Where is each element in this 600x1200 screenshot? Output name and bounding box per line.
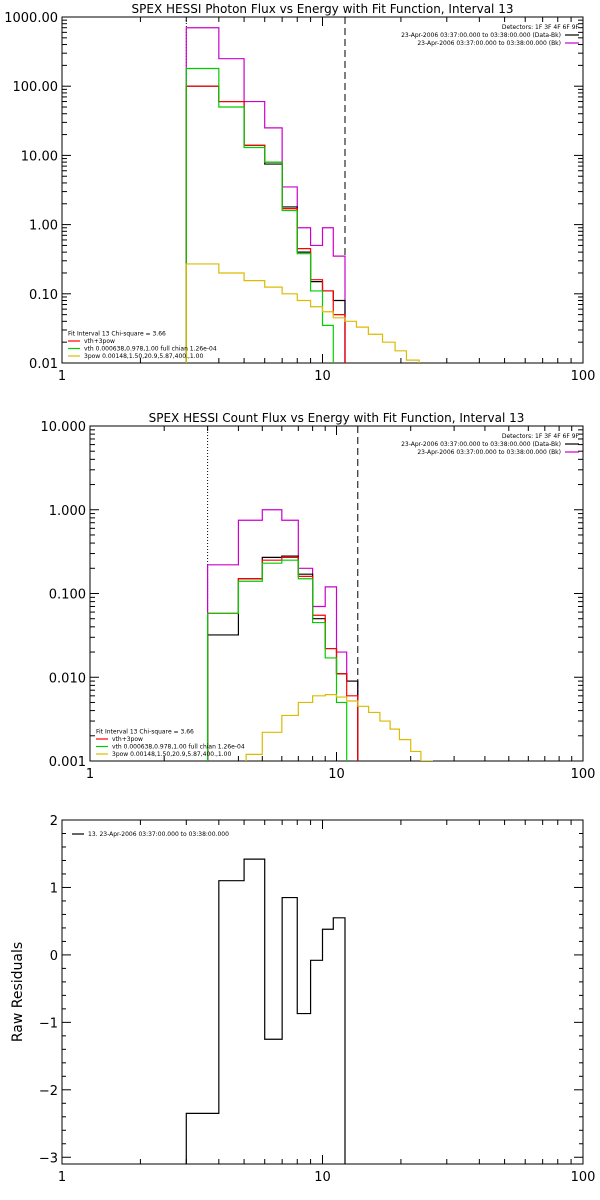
plot-area (185, 858, 346, 1164)
y-tick-label: 1000.00 (4, 11, 58, 26)
legend-entry: 23-Apr-2006 03:37:00.000 to 03:38:00.000… (417, 449, 561, 456)
x-tick-label: 10 (314, 369, 331, 384)
x-tick-label: 1 (58, 1170, 66, 1185)
series-line-5 (185, 263, 420, 363)
chart-title: SPEX HESSI Photon Flux vs Energy with Fi… (132, 2, 514, 16)
x-tick-label: 10 (314, 1170, 331, 1185)
y-axis-label: Raw Residuals (10, 942, 26, 1042)
chart-panel-3: 1 10 100 −3 −2 −1 0 1 2 Raw Residuals 13. 23-Apr-2… (10, 814, 595, 1185)
y-tick-label: 0.10 (29, 288, 58, 303)
y-tick-label: 1.000 (49, 504, 86, 519)
legend-header: Detectors: 1F 3F 4F 6F 9F (502, 24, 580, 31)
chart-panel-2: SPEX HESSI Count Flux vs Energy with Fit… (41, 411, 596, 782)
series-line-3 (207, 556, 359, 761)
legend-top: 13. 23-Apr-2006 03:37:00.000 to 03:38:00… (72, 831, 229, 838)
series-line-4 (207, 559, 348, 761)
series-line-1 (207, 509, 359, 761)
x-tick-label: 100 (571, 1170, 596, 1185)
y-tick-label: 10.000 (41, 420, 87, 435)
y-tick-label: 0.01 (29, 357, 58, 372)
legend-entry: 3pow 0.00148,1.50,20.9,5.87,400.,1.00 (112, 751, 231, 758)
y-tick-label: 10.00 (21, 149, 58, 164)
plot-area (185, 17, 420, 363)
legend-header: Fit Interval 13 Chi-square = 3.66 (68, 331, 166, 338)
legend-entry: 13. 23-Apr-2006 03:37:00.000 to 03:38:00… (88, 831, 229, 838)
y-tick-label: −2 (39, 1084, 58, 1099)
legend-entry: vth 0.000638,0.978,1.00 full chian 1.26e… (112, 744, 245, 751)
y-tick-label: −3 (39, 1151, 58, 1166)
y-tick-label: 0.010 (49, 671, 86, 686)
series-line-4 (185, 67, 334, 363)
x-tick-label: 100 (571, 767, 596, 782)
plot-area (207, 426, 434, 761)
chart-title: SPEX HESSI Count Flux vs Energy with Fit… (149, 411, 525, 425)
y-tick-label: 0.100 (49, 588, 86, 603)
series-line-3 (185, 85, 346, 363)
y-tick-label: 2 (50, 814, 58, 829)
legend-bottom: Fit Interval 13 Chi-square = 3.66vth+3po… (96, 729, 245, 758)
legend-entry: 23-Apr-2006 03:37:00.000 to 03:38:00.000… (401, 32, 561, 39)
legend-entry: 23-Apr-2006 03:37:00.000 to 03:38:00.000… (417, 40, 561, 47)
x-tick-label: 100 (571, 369, 596, 384)
y-tick-label: −1 (39, 1016, 58, 1031)
series-line-1 (185, 27, 346, 363)
legend-header: Detectors: 1F 3F 4F 6F 9F (502, 433, 580, 440)
y-tick-label: 100.00 (13, 80, 59, 95)
series-line-5 (245, 694, 434, 761)
legend-entry: 23-Apr-2006 03:37:00.000 to 03:38:00.000… (401, 441, 561, 448)
y-tick-label: 1.00 (29, 219, 58, 234)
chart-panel-1: SPEX HESSI Photon Flux vs Energy with Fi… (4, 2, 595, 384)
y-tick-label: 1 (50, 881, 58, 896)
plot-frame (61, 819, 584, 1165)
x-tick-label: 1 (86, 767, 94, 782)
legend-entry: vth+3pow (112, 736, 143, 743)
legend-bottom: Fit Interval 13 Chi-square = 3.66vth+3po… (68, 331, 217, 360)
x-tick-label: 10 (328, 767, 345, 782)
legend-entry: vth 0.000638,0.978,1.00 full chian 1.26e… (84, 346, 217, 353)
legend-entry: vth+3pow (84, 338, 115, 345)
x-tick-label: 1 (58, 369, 66, 384)
legend-entry: 3pow 0.00148,1.50,20.9,5.87,400.,1.00 (84, 353, 203, 360)
series-line-1 (185, 858, 346, 1164)
y-tick-label: 0 (50, 949, 58, 964)
y-tick-label: 0.001 (49, 755, 86, 770)
legend-header: Fit Interval 13 Chi-square = 3.66 (96, 729, 194, 736)
